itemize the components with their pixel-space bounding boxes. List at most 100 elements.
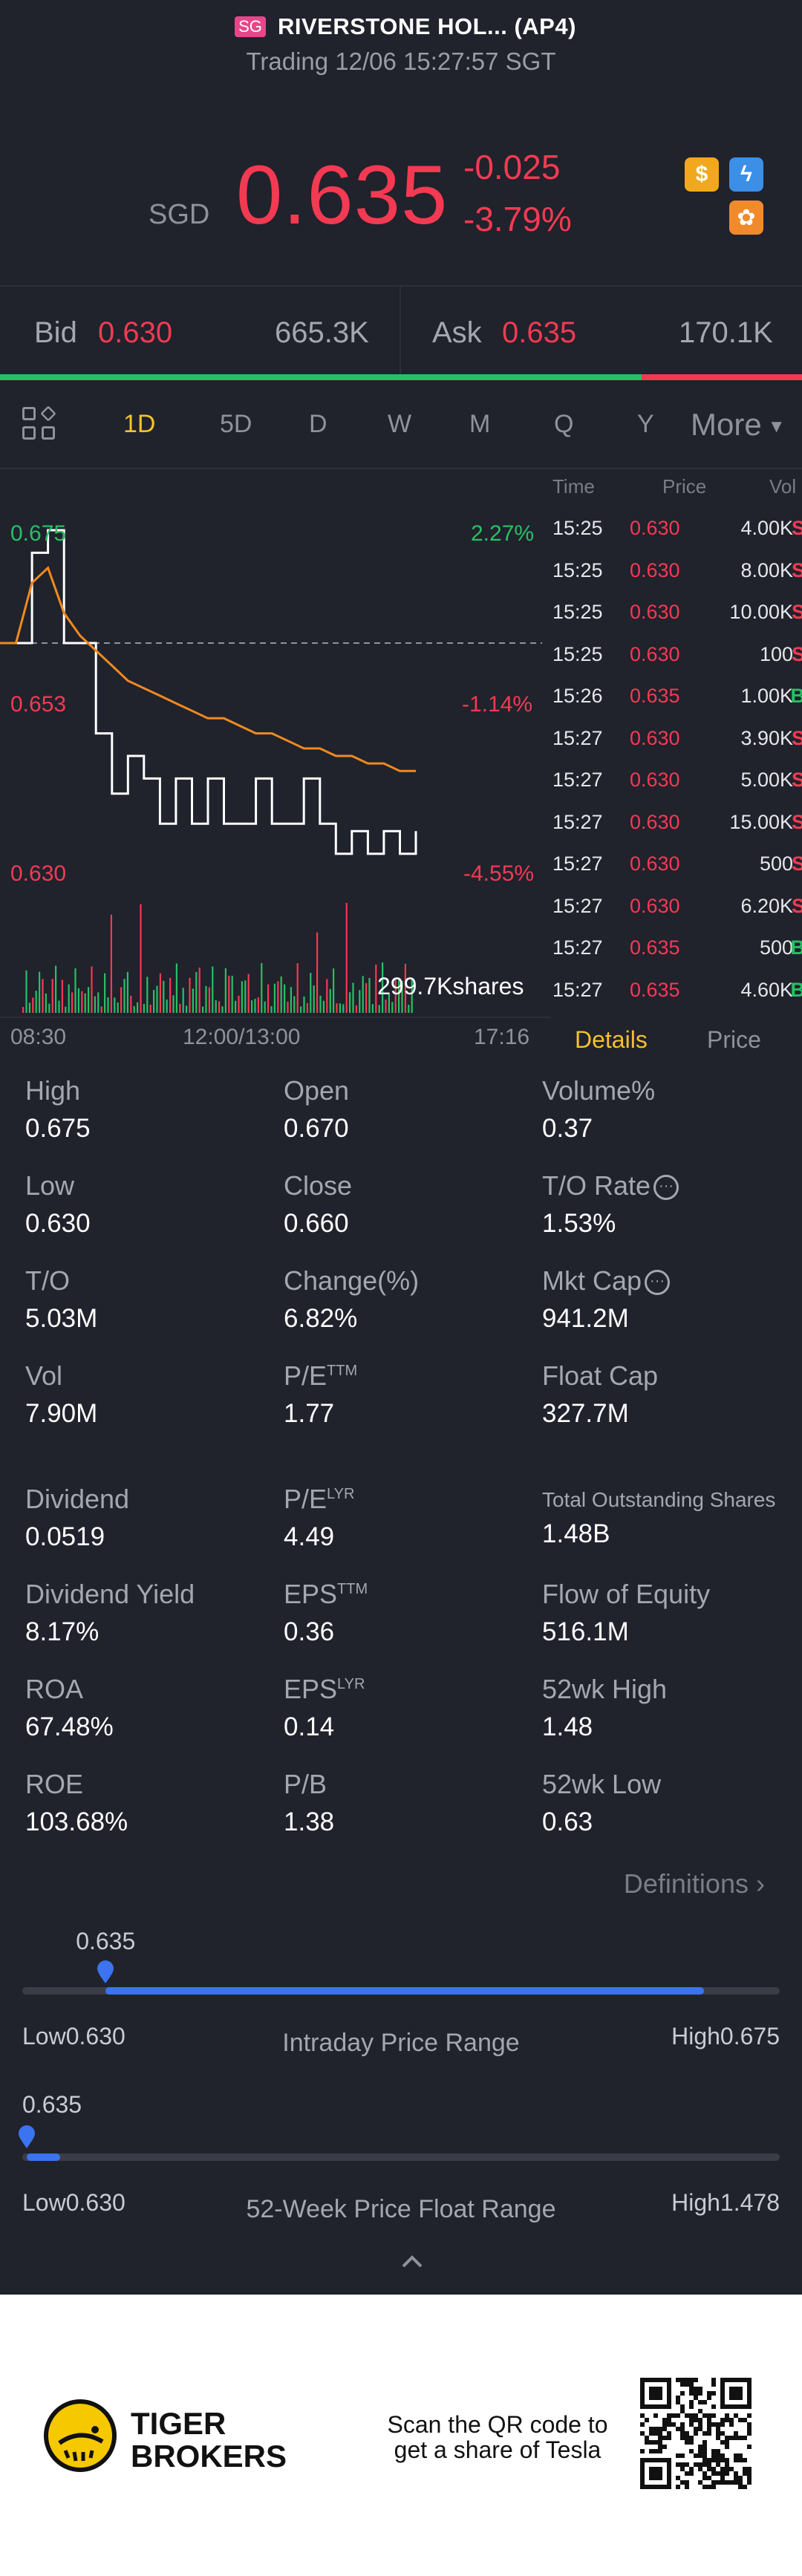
tab-period-5d[interactable]: 5D [220,410,252,438]
tick-volume: 100 [759,642,793,665]
stat-total-shares: Total Outstanding Shares 1.48B [542,1488,776,1548]
tab-period-w[interactable]: W [388,410,412,438]
volume-bar [235,1000,237,1013]
market-badge: SG [235,16,266,37]
more-periods-dropdown[interactable]: More ▼ [691,407,785,443]
tab-period-m[interactable]: M [469,410,491,438]
intraday-chart[interactable] [0,471,550,1050]
volume-bar [133,1005,135,1013]
volume-bar [88,987,90,1013]
bid-ask-divider [400,287,401,380]
volume-bar [296,963,299,1013]
tab-price[interactable]: Price [707,1026,761,1053]
flower-icon[interactable]: ✿ [729,200,763,235]
dollar-icon[interactable]: $ [685,157,719,192]
flash-icon[interactable]: ϟ [729,157,763,192]
tick-price: 0.630 [630,558,680,581]
volume-bar [182,988,184,1013]
intraday-low: Low0.630 [22,2023,125,2050]
brand-name-line2: BROKERS [131,2439,287,2474]
chart-high-price: 0.675 [10,521,67,546]
tab-period-q[interactable]: Q [554,410,574,438]
stat-eps-ttm: EPSTTM 0.36 [284,1579,368,1646]
tick-side: S [791,726,802,749]
intraday-current-price: 0.635 [76,1928,136,1954]
stat-change: Change(%) 6.82% [284,1265,420,1333]
volume-bar [345,902,348,1013]
to-rate-info-icon[interactable]: ··· [653,1175,679,1201]
tab-period-d[interactable]: D [309,410,327,438]
stock-name[interactable]: RIVERSTONE HOL... (AP4) [278,13,576,39]
currency-label: SGD [149,199,210,230]
volume-bar [310,973,312,1013]
tab-details[interactable]: Details [575,1026,648,1053]
volume-bar [329,988,331,1013]
tick-row: 15:27 0.630 500 S [550,852,802,894]
volume-bar [32,997,34,1013]
volume-bar [198,967,200,1013]
volume-bar [159,973,161,1013]
volume-bar [385,1000,387,1013]
volume-bar [218,1001,221,1013]
stat-open: Open 0.670 [284,1075,350,1143]
volume-bar [319,995,322,1013]
volume-bar [359,990,361,1013]
tick-price: 0.635 [630,978,680,1001]
volume-bar [362,976,364,1013]
52wk-low: Low0.630 [22,2189,125,2216]
volume-bar [238,995,240,1013]
tick-row: 15:26 0.635 1.00K B [550,685,802,726]
volume-bar [28,1002,30,1013]
stat-close: Close 0.660 [284,1170,353,1238]
layout-grid-icon[interactable] [22,405,58,443]
tick-volume: 500 [759,936,793,959]
stat-52wk-high: 52wk High 1.48 [542,1674,668,1741]
stat-dividend: Dividend 0.0519 [25,1484,130,1551]
volume-bar [61,979,63,1013]
definitions-link[interactable]: Definitions › [623,1868,765,1899]
volume-bar [368,977,371,1013]
tick-side: B [790,936,802,959]
volume-bar [172,995,175,1013]
52wk-marker-icon [19,2125,36,2148]
stat-eps-lyr: EPSLYR 0.14 [284,1674,365,1741]
time-axis-start: 08:30 [10,1025,67,1049]
tick-side: B [790,978,802,1001]
intraday-high: High0.675 [671,2023,780,2050]
volume-bar [339,1003,341,1013]
volume-bar [84,993,86,1013]
stat-52wk-low: 52wk Low 0.63 [542,1769,662,1836]
tab-period-1d[interactable]: 1D [123,410,156,438]
volume-bar [58,1000,60,1013]
volume-bar [224,968,226,1013]
tab-period-y[interactable]: Y [637,410,654,438]
tick-row: 15:27 0.630 5.00K S [550,769,802,810]
qr-code-icon[interactable] [640,2378,752,2489]
volume-bar [221,1006,224,1013]
price-change: -0.025 [463,148,561,186]
stat-pe-lyr: P/ELYR 4.49 [284,1484,355,1551]
tick-row: 15:25 0.630 4.00K S [550,517,802,558]
volume-bar [212,966,214,1013]
mkt-cap-info-icon[interactable]: ··· [645,1270,671,1296]
volume-bar [401,980,403,1013]
volume-bar [81,991,83,1013]
chevron-up-icon[interactable] [397,2250,427,2272]
tick-row: 15:25 0.630 10.00K S [550,601,802,642]
volume-bar [254,999,256,1013]
tick-time: 15:25 [552,601,603,623]
volume-bar [205,985,207,1013]
volume-bar [398,977,400,1013]
volume-bar [375,964,377,1013]
52wk-current-price: 0.635 [22,2091,82,2118]
tick-price: 0.630 [630,642,680,665]
tick-time: 15:27 [552,894,603,917]
volume-bar [303,997,305,1013]
time-and-sales-panel[interactable]: Time Price Vol 15:25 0.630 4.00K S 15:25 0.63… [550,471,802,1020]
tick-price: 0.630 [630,852,680,875]
volume-bar [195,972,198,1013]
tick-price: 0.630 [630,517,680,539]
tick-price: 0.635 [630,685,680,707]
volume-bar [55,965,57,1013]
volume-bar [104,973,106,1013]
